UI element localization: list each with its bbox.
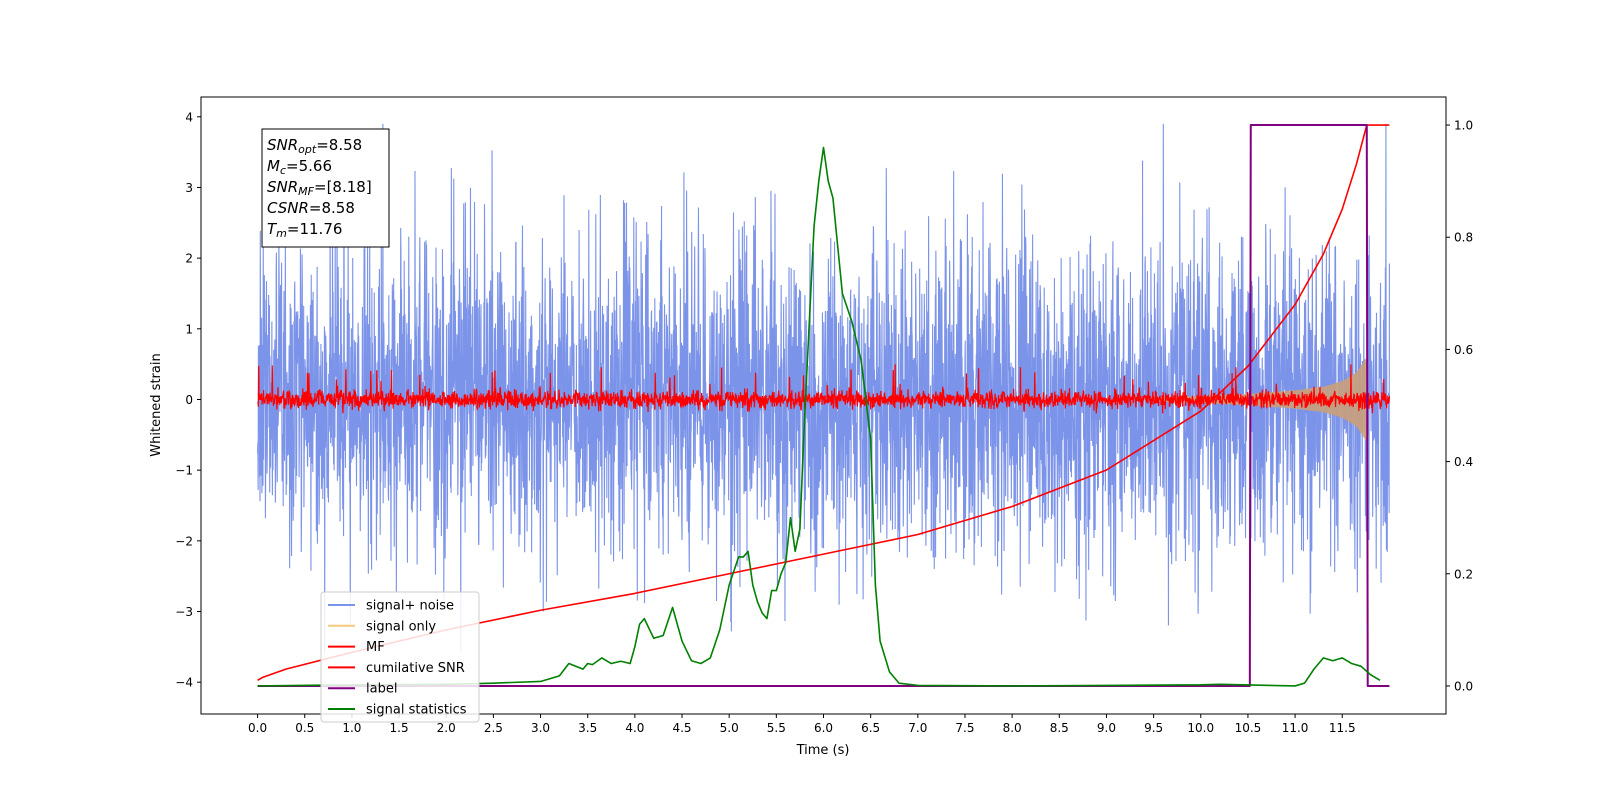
annotation-line: SNRopt=8.58	[267, 136, 362, 156]
x-tick-label: 1.0	[342, 721, 361, 735]
y-tick-label: 2	[185, 252, 193, 266]
annotation-line: CSNR=8.58	[267, 199, 355, 217]
x-tick-label: 2.0	[437, 721, 456, 735]
x-tick-label: 6.0	[814, 721, 833, 735]
x-tick-label: 2.5	[484, 721, 503, 735]
x-tick-label: 0.5	[295, 721, 314, 735]
y-tick-label: −3	[175, 605, 193, 619]
legend: signal+ noise signal only MF cumilative SNR…	[320, 591, 480, 723]
y-tick-label: −1	[175, 464, 193, 478]
y-tick-label: −2	[175, 534, 193, 548]
y2-tick-label: 0.8	[1454, 231, 1473, 245]
x-tick-label: 10.5	[1235, 721, 1262, 735]
y2-tick-label: 0.4	[1454, 455, 1473, 469]
x-tick-label: 11.5	[1329, 721, 1356, 735]
x-tick-label: 9.5	[1144, 721, 1163, 735]
legend-label: signal only	[366, 619, 436, 634]
x-tick-label: 0.0	[248, 721, 267, 735]
x-tick-label: 3.0	[531, 721, 550, 735]
legend-label: cumilative SNR	[366, 661, 465, 676]
y2-tick-label: 0.2	[1454, 567, 1473, 581]
x-tick-label: 9.0	[1097, 721, 1116, 735]
series-mf-line	[257, 364, 1391, 414]
y-tick-label: 0	[185, 393, 193, 407]
series-signal-plus-noise-line	[257, 123, 1390, 654]
mf-layer	[257, 364, 1391, 414]
legend-label: signal statistics	[366, 703, 467, 718]
y-axis-label: Whitened strain	[149, 353, 164, 456]
x-tick-label: 5.5	[767, 721, 786, 735]
x-axis-label: Time (s)	[796, 743, 850, 758]
annotation-line: SNRMF=[8.18]	[267, 178, 372, 198]
y-tick-label: 3	[185, 181, 193, 195]
x-tick-label: 5.0	[720, 721, 739, 735]
noise-layer	[257, 123, 1390, 654]
x-tick-label: 8.0	[1003, 721, 1022, 735]
x-tick-label: 7.0	[908, 721, 927, 735]
legend-label: label	[366, 682, 397, 697]
y2-tick-label: 0.6	[1454, 343, 1473, 357]
y2-tick-label: 0.0	[1454, 679, 1473, 693]
annotation-line: Mc=5.66	[267, 157, 332, 177]
y2-tick-label: 1.0	[1454, 119, 1473, 133]
legend-frame	[320, 591, 480, 723]
y-tick-label: −4	[175, 676, 193, 690]
y-tick-label: 4	[185, 110, 193, 124]
series-signal-statistics-line	[257, 146, 1381, 687]
x-tick-label: 4.0	[625, 721, 644, 735]
legend-label: MF	[366, 640, 385, 655]
legend-label: signal+ noise	[366, 599, 454, 614]
x-tick-label: 1.5	[390, 721, 409, 735]
y2-axis-ticks: 0.0 0.2 0.4 0.6 0.8 1.0	[1446, 119, 1473, 693]
x-tick-label: 11.0	[1282, 721, 1309, 735]
annotation-line: Tm=11.76	[267, 220, 342, 240]
x-tick-label: 8.5	[1050, 721, 1069, 735]
x-tick-label: 4.5	[672, 721, 691, 735]
y-tick-label: 1	[185, 322, 193, 336]
annotation-frame	[261, 128, 390, 248]
x-axis-ticks: 0.0 0.5 1.0 1.5 2.0 2.5 3.0 3.5 4.0 4.5 5.0 5.5 6.0 6…	[248, 714, 1356, 735]
x-tick-label: 7.5	[955, 721, 974, 735]
x-tick-label: 6.5	[861, 721, 880, 735]
y-axis-ticks: −4 −3 −2 −1 0 1 2 3 4	[175, 110, 201, 690]
x-tick-label: 3.5	[578, 721, 597, 735]
x-tick-label: 10.0	[1187, 721, 1214, 735]
